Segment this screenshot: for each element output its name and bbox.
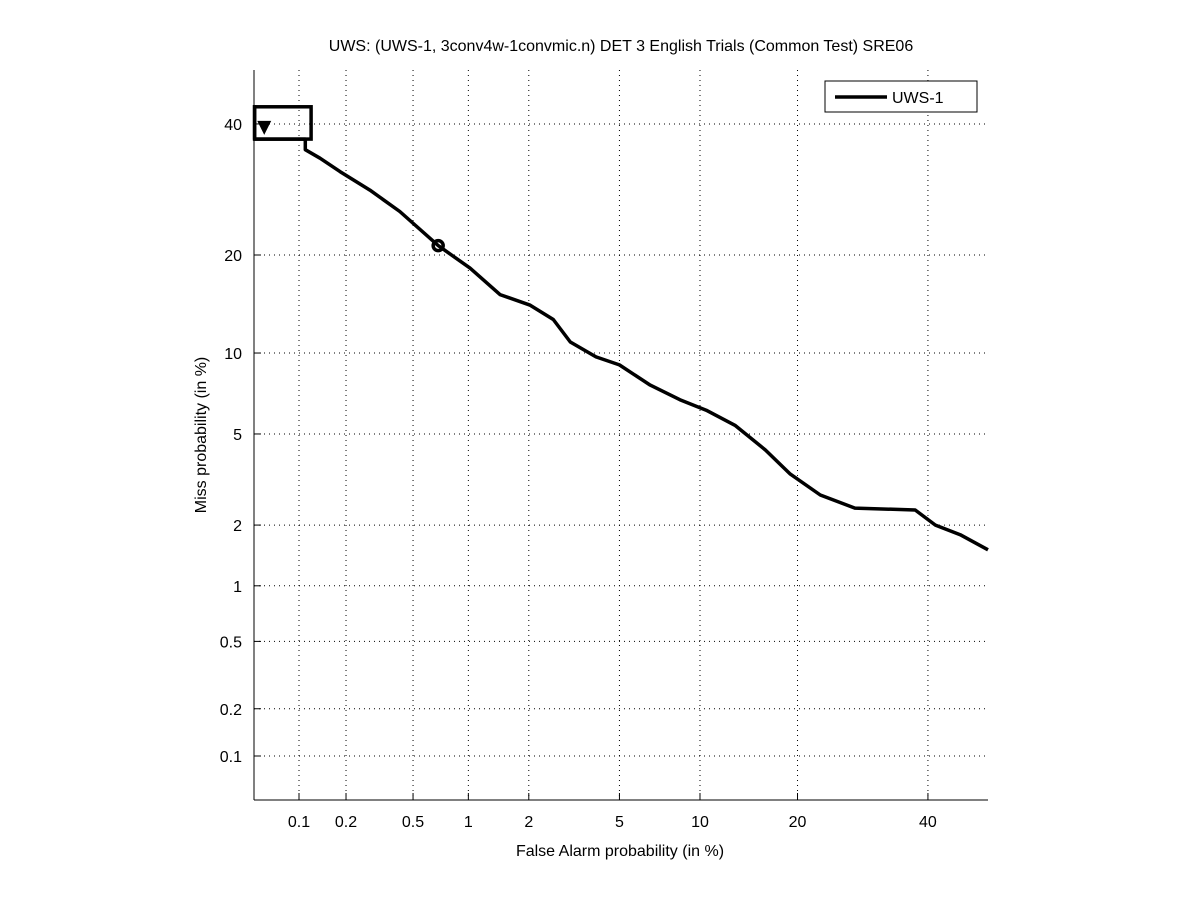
min-dcf-box — [252, 105, 313, 141]
y-tick-label: 0.5 — [220, 634, 242, 651]
y-tick-label: 1 — [233, 579, 242, 596]
x-axis-label: False Alarm probability (in %) — [516, 843, 724, 860]
legend-label: UWS-1 — [892, 90, 944, 107]
actual-dcf-circle-marker — [431, 238, 445, 253]
x-tick-label: 20 — [789, 814, 807, 831]
y-tick-label: 0.2 — [220, 702, 242, 719]
x-tick-label: 40 — [919, 814, 937, 831]
x-tick-label: 10 — [691, 814, 709, 831]
y-axis-label: Miss probability (in %) — [193, 357, 210, 513]
x-tick-label: 0.1 — [288, 814, 310, 831]
det-curve-uws-1 — [252, 105, 989, 552]
triangle-down-marker — [257, 120, 272, 135]
y-tick-label: 40 — [224, 117, 242, 134]
x-tick-label: 5 — [615, 814, 624, 831]
y-tick-label: 2 — [233, 518, 242, 535]
ticks: 0.1 0.2 0.5 1 2 5 10 20 40 0.1 0.2 0.5 1 2 5 10 20 40 — [220, 117, 937, 831]
series-group — [252, 105, 989, 552]
chart-title: UWS: (UWS-1, 3conv4w-1convmic.n) DET 3 E… — [329, 38, 914, 55]
y-tick-label: 5 — [233, 427, 242, 444]
y-tick-label: 0.1 — [220, 749, 242, 766]
x-tick-label: 1 — [464, 814, 473, 831]
x-tick-label: 0.5 — [402, 814, 424, 831]
x-tick-label: 0.2 — [335, 814, 357, 831]
y-tick-label: 20 — [224, 248, 242, 265]
y-tick-label: 10 — [224, 346, 242, 363]
grid — [254, 70, 988, 800]
x-tick-label: 2 — [524, 814, 533, 831]
legend: UWS-1 — [824, 80, 978, 113]
